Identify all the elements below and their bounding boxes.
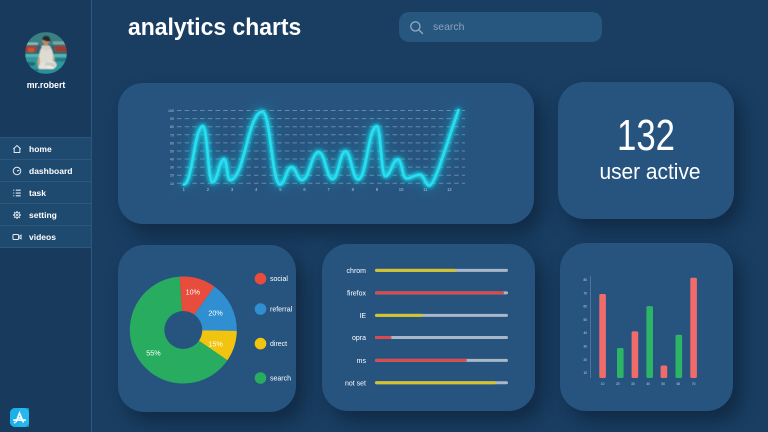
svg-text:8: 8 — [352, 187, 355, 192]
svg-text:70: 70 — [583, 291, 587, 295]
svg-text:80: 80 — [583, 278, 587, 282]
svg-text:70: 70 — [170, 133, 174, 137]
svg-text:30: 30 — [631, 382, 635, 386]
svg-text:opra: opra — [352, 335, 366, 342]
svg-text:referral: referral — [270, 306, 293, 313]
svg-text:100: 100 — [168, 109, 174, 113]
svg-text:20: 20 — [170, 174, 174, 178]
svg-text:30: 30 — [170, 166, 174, 170]
svg-text:30: 30 — [583, 345, 587, 349]
svg-text:6: 6 — [303, 187, 306, 192]
svg-text:IE: IE — [359, 313, 366, 320]
svg-text:not set: not set — [345, 380, 366, 387]
svg-text:ms: ms — [357, 358, 367, 365]
svg-text:3: 3 — [231, 187, 234, 192]
svg-text:chrom: chrom — [347, 268, 367, 275]
svg-text:80: 80 — [170, 125, 174, 129]
svg-text:10: 10 — [601, 382, 605, 386]
svg-text:2: 2 — [207, 187, 210, 192]
svg-text:60: 60 — [583, 305, 587, 309]
svg-text:5: 5 — [279, 187, 282, 192]
svg-text:7: 7 — [328, 187, 331, 192]
svg-text:15%: 15% — [208, 340, 223, 349]
svg-text:10: 10 — [170, 182, 174, 186]
svg-text:search: search — [270, 375, 291, 382]
svg-text:50: 50 — [662, 382, 666, 386]
svg-text:50: 50 — [170, 150, 174, 154]
svg-text:11: 11 — [423, 187, 428, 192]
svg-text:60: 60 — [170, 141, 174, 145]
svg-text:55%: 55% — [146, 349, 161, 358]
svg-text:20: 20 — [616, 382, 620, 386]
svg-text:firefox: firefox — [347, 290, 367, 297]
svg-text:20: 20 — [583, 358, 587, 362]
svg-text:50: 50 — [583, 318, 587, 322]
svg-text:social: social — [270, 276, 288, 283]
svg-text:direct: direct — [270, 341, 287, 348]
svg-text:10: 10 — [399, 187, 404, 192]
svg-text:40: 40 — [583, 331, 587, 335]
svg-text:70: 70 — [692, 382, 696, 386]
svg-text:40: 40 — [646, 382, 650, 386]
svg-text:9: 9 — [376, 187, 379, 192]
svg-text:4: 4 — [255, 187, 258, 192]
svg-text:90: 90 — [170, 117, 174, 121]
svg-text:40: 40 — [170, 158, 174, 162]
svg-text:12: 12 — [447, 187, 452, 192]
svg-text:1: 1 — [183, 187, 186, 192]
svg-text:10: 10 — [583, 371, 587, 375]
svg-text:10%: 10% — [186, 288, 201, 297]
svg-text:60: 60 — [677, 382, 681, 386]
svg-text:20%: 20% — [208, 309, 223, 318]
